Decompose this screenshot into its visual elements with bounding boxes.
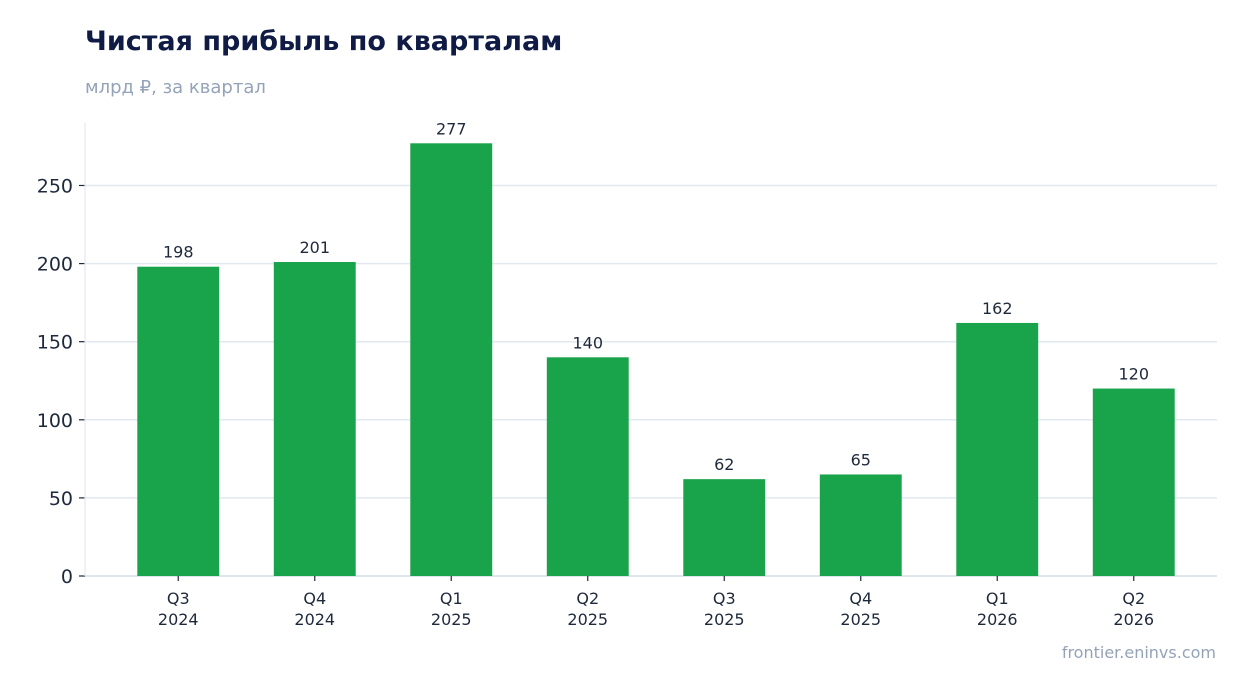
- bar-data-label: 162: [982, 299, 1013, 318]
- x-tick-label-quarter: Q1: [440, 589, 463, 608]
- x-tick-label-year: 2026: [1113, 610, 1154, 629]
- x-tick-label-quarter: Q2: [576, 589, 599, 608]
- bar: [410, 143, 493, 577]
- bar-data-label: 140: [572, 333, 603, 352]
- bar: [956, 322, 1039, 576]
- bar: [137, 266, 220, 576]
- x-tick-label-quarter: Q3: [713, 589, 736, 608]
- y-tick-label: 0: [61, 566, 73, 588]
- grid-lines: [85, 184, 1217, 499]
- x-tick-label-quarter: Q4: [303, 589, 326, 608]
- x-tick-label-year: 2025: [704, 610, 745, 629]
- y-tick-label: 250: [37, 175, 73, 197]
- x-tick-label-quarter: Q3: [167, 589, 190, 608]
- y-tick-label: 150: [37, 332, 73, 354]
- bar-data-label: 120: [1118, 365, 1149, 384]
- bar: [273, 262, 356, 576]
- bar-data-label: 198: [163, 243, 194, 262]
- x-tick-label-quarter: Q2: [1122, 589, 1145, 608]
- x-tick-label-quarter: Q4: [849, 589, 872, 608]
- x-tick-label-year: 2025: [567, 610, 608, 629]
- bar: [546, 357, 629, 576]
- x-tick-label-year: 2024: [294, 610, 335, 629]
- x-tick-label-year: 2026: [977, 610, 1018, 629]
- source-note: frontier.eninvs.com: [1061, 643, 1216, 662]
- bar-data-label: 201: [299, 238, 330, 257]
- y-tick-label: 100: [37, 410, 73, 432]
- x-tick-label-year: 2025: [840, 610, 881, 629]
- x-tick-label-year: 2024: [158, 610, 199, 629]
- bar: [819, 474, 902, 576]
- y-tick-label: 50: [49, 488, 73, 510]
- bar-data-label: 62: [714, 455, 734, 474]
- x-tick-label-quarter: Q1: [986, 589, 1009, 608]
- x-tick-label-year: 2025: [431, 610, 472, 629]
- data-labels: 198 201 277 140 62 65 162 120: [163, 119, 1149, 474]
- bar: [1092, 388, 1175, 576]
- bars: [137, 143, 1175, 577]
- y-tick-label: 200: [37, 254, 73, 276]
- bar-data-label: 65: [851, 450, 871, 469]
- chart-subtitle: млрд ₽, за квартал: [85, 77, 266, 98]
- chart-title: Чистая прибыль по кварталам: [85, 26, 563, 57]
- bar: [683, 479, 766, 576]
- bar-data-label: 277: [436, 119, 467, 138]
- axes: 0 50 100 150 200 250 Q3 2024 Q4 2024 Q1 2025 Q2 2025 Q…: [37, 123, 1217, 629]
